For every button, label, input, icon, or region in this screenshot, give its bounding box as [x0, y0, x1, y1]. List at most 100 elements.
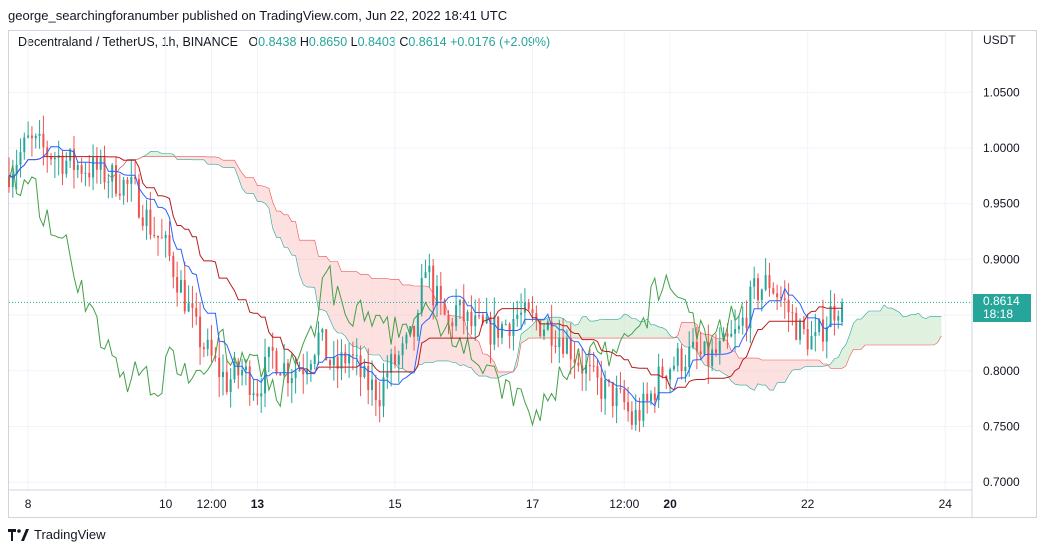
- candle-body: [684, 366, 687, 371]
- cloud-segment: [601, 319, 606, 339]
- candle-body: [30, 135, 33, 139]
- candle-body: [241, 370, 244, 376]
- cloud-segment: [857, 319, 862, 350]
- candle-body: [787, 299, 790, 313]
- cloud-segment: [918, 313, 923, 346]
- cloud-segment: [532, 320, 537, 339]
- candle-body: [478, 315, 481, 317]
- cloud-segment: [394, 279, 399, 369]
- cloud-segment: [853, 319, 858, 350]
- candle-body: [504, 324, 507, 326]
- y-tick-label: 1.0500: [983, 85, 1020, 99]
- candle-body: [416, 312, 419, 337]
- cloud-segment: [180, 156, 185, 160]
- cloud-segment: [727, 341, 732, 382]
- cloud-segment: [242, 173, 246, 194]
- cloud-segment: [291, 221, 296, 256]
- candle-body: [344, 352, 347, 364]
- candle-body: [688, 347, 691, 367]
- cloud-segment: [635, 318, 640, 339]
- candle-body: [275, 350, 278, 374]
- cloud-segment: [582, 316, 587, 339]
- candle-body: [585, 364, 588, 374]
- candle-body: [657, 366, 660, 401]
- candle-body: [623, 389, 626, 403]
- cloud-segment: [830, 358, 835, 369]
- cloud-segment: [895, 310, 900, 346]
- candle-body: [627, 402, 630, 412]
- cloud-segment: [433, 293, 437, 363]
- cloud-segment: [651, 324, 655, 339]
- candle-body: [795, 312, 798, 340]
- cloud-segment: [349, 271, 353, 347]
- cloud-segment: [211, 156, 216, 165]
- symbol-label: Decentraland / TetherUS, 1h, BINANCE: [18, 35, 239, 49]
- candle-body: [321, 329, 324, 333]
- cloud-segment: [203, 156, 208, 165]
- cloud-segment: [234, 160, 239, 178]
- x-tick-label: 12:00: [609, 497, 639, 511]
- candle-body: [737, 325, 740, 330]
- candle-body: [179, 280, 182, 293]
- candle-body: [604, 379, 607, 399]
- cloud-segment: [345, 271, 350, 343]
- candle-body: [187, 303, 190, 312]
- x-tick-label: 24: [939, 497, 953, 511]
- candle-body: [772, 288, 775, 294]
- candle-body: [546, 321, 549, 330]
- candle-body: [527, 302, 530, 310]
- candle-body: [218, 357, 221, 378]
- cloud-segment: [429, 287, 434, 363]
- candle-body: [126, 179, 129, 184]
- candle-body: [183, 280, 186, 312]
- ohlc-legend: Decentraland / TetherUS, 1h, BINANCE O0.…: [18, 35, 550, 49]
- cloud-segment: [811, 360, 816, 367]
- cloud-segment: [437, 302, 441, 361]
- tradingview-brand[interactable]: TradingView: [8, 527, 106, 542]
- cloud-segment: [471, 337, 476, 373]
- candle-body: [470, 311, 473, 327]
- candle-body: [669, 369, 672, 380]
- candle-body: [699, 351, 702, 355]
- cloud-segment: [746, 358, 751, 389]
- candle-body: [734, 329, 737, 334]
- candle-body: [692, 341, 695, 348]
- leading-span-b-line: [108, 156, 942, 373]
- candle-body: [833, 305, 836, 321]
- last-price-tag: 0.8614 18:18: [973, 294, 1031, 323]
- candle-body: [760, 289, 763, 301]
- candle-body: [405, 334, 408, 344]
- candle-body: [630, 411, 633, 425]
- candle-body: [799, 320, 802, 340]
- cloud-segment: [803, 360, 808, 368]
- cloud-segment: [884, 304, 888, 346]
- cloud-segment: [907, 314, 911, 346]
- cloud-segment: [597, 319, 602, 339]
- cloud-segment: [723, 338, 728, 376]
- cloud-segment: [578, 316, 583, 339]
- candle-body: [523, 302, 526, 313]
- candle-body: [764, 275, 767, 290]
- candle-body: [340, 352, 343, 369]
- cloud-segment: [368, 274, 373, 355]
- candle-body: [19, 152, 22, 165]
- candle-body: [829, 305, 832, 328]
- candle-body: [367, 366, 370, 390]
- cloud-segment: [200, 156, 204, 160]
- candle-body: [695, 341, 698, 352]
- candle-body: [814, 332, 817, 337]
- cloud-segment: [310, 240, 315, 288]
- candle-body: [149, 209, 152, 235]
- candle-body: [672, 365, 675, 370]
- high-value: 0.8650: [308, 35, 348, 49]
- candle-body: [741, 317, 744, 326]
- cloud-segment: [662, 327, 667, 339]
- cloud-segment: [524, 328, 529, 342]
- candle-body: [588, 364, 591, 366]
- candle-body: [294, 370, 297, 378]
- cloud-segment: [249, 177, 254, 194]
- indicator-lines: [8, 146, 972, 427]
- cloud-segment: [819, 360, 823, 367]
- candle-body: [11, 174, 14, 188]
